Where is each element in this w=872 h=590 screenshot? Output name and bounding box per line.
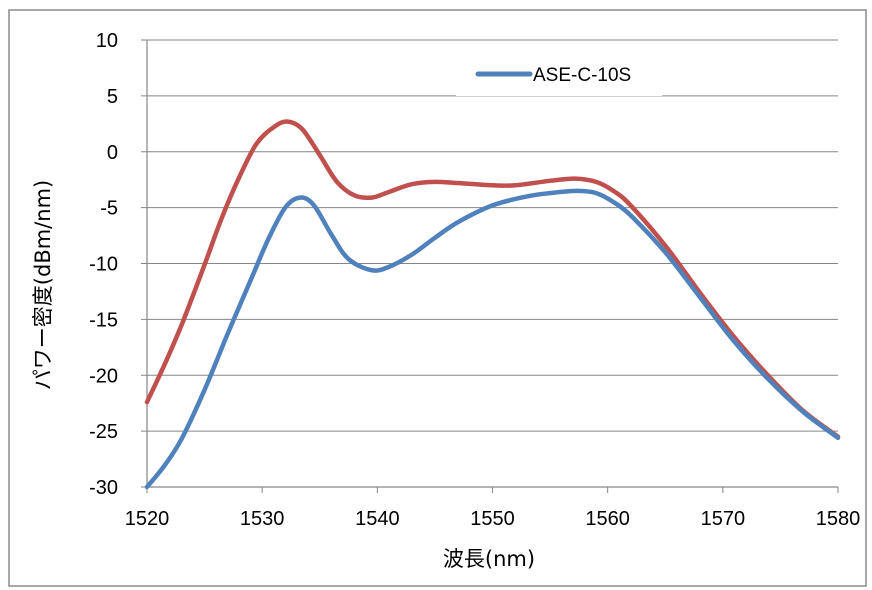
- grid-lines: [147, 39, 838, 432]
- series-line-ase-c-10s: [144, 188, 841, 490]
- series-lines: [144, 119, 841, 490]
- series-line-red: [144, 119, 841, 439]
- x-tick-label: 1580: [816, 508, 861, 530]
- y-tick-label: 0: [107, 142, 118, 164]
- x-axis-title: 波長(nm): [443, 547, 535, 571]
- y-tick-label: -10: [89, 254, 118, 276]
- x-tick-label: 1540: [355, 508, 400, 530]
- y-tick-label: 10: [96, 30, 118, 52]
- chart-border: [8, 9, 867, 587]
- legend-label: ASE-C-10S: [533, 65, 631, 86]
- y-tick-label: -15: [89, 309, 118, 331]
- legend: ASE-C-10S: [456, 52, 662, 96]
- y-tick-label: -25: [89, 421, 118, 443]
- y-tick-label: -20: [89, 365, 118, 387]
- x-tick-label: 1530: [240, 508, 285, 530]
- axes: 10 5 0 -5 -10 -15 -20 -25 -30 1520 1530 1540 1550 156…: [89, 30, 860, 530]
- y-tick-label: 5: [107, 86, 118, 108]
- y-axis-title: パワー密度(dBm/nm): [31, 180, 55, 390]
- y-tick-label: -30: [89, 477, 118, 499]
- y-tick-label: -5: [100, 198, 118, 220]
- x-tick-label: 1550: [470, 508, 515, 530]
- x-tick-label: 1560: [585, 508, 630, 530]
- x-tick-label: 1520: [125, 508, 170, 530]
- x-tick-label: 1570: [701, 508, 746, 530]
